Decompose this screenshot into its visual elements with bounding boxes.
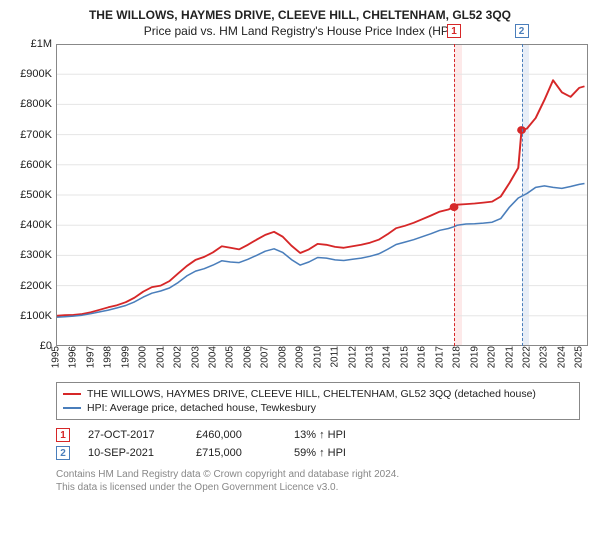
chart: £0£100K£200K£300K£400K£500K£600K£700K£80… <box>12 44 588 374</box>
annotation-date: 27-OCT-2017 <box>88 429 178 441</box>
x-tick-label: 1995 <box>51 346 62 368</box>
x-tick-label: 2007 <box>260 346 271 368</box>
y-tick-label: £500K <box>20 189 52 201</box>
sale-marker-line <box>522 44 523 346</box>
x-tick-label: 2012 <box>347 346 358 368</box>
x-tick-label: 2020 <box>487 346 498 368</box>
x-tick-label: 2001 <box>155 346 166 368</box>
legend-label: THE WILLOWS, HAYMES DRIVE, CLEEVE HILL, … <box>87 388 536 400</box>
footer-line-2: This data is licensed under the Open Gov… <box>56 481 580 494</box>
x-tick-label: 2011 <box>330 346 341 368</box>
annotation-price: £715,000 <box>196 447 276 459</box>
x-tick-label: 2025 <box>574 346 585 368</box>
annotation-date: 10-SEP-2021 <box>88 447 178 459</box>
y-tick-label: £100K <box>20 310 52 322</box>
plot-area: 12 <box>56 44 588 346</box>
x-tick-label: 2021 <box>504 346 515 368</box>
x-tick-label: 2004 <box>207 346 218 368</box>
legend-swatch <box>63 407 81 409</box>
plot-border <box>56 44 588 346</box>
annotation-row: 1 27-OCT-2017 £460,000 13% ↑ HPI <box>56 426 580 444</box>
footer-attribution: Contains HM Land Registry data © Crown c… <box>56 468 580 494</box>
x-tick-label: 2006 <box>242 346 253 368</box>
x-tick-label: 1997 <box>85 346 96 368</box>
x-tick-label: 2018 <box>452 346 463 368</box>
x-tick-label: 2010 <box>312 346 323 368</box>
legend-label: HPI: Average price, detached house, Tewk… <box>87 402 316 414</box>
x-tick-label: 2002 <box>173 346 184 368</box>
y-tick-label: £600K <box>20 159 52 171</box>
x-tick-label: 2003 <box>190 346 201 368</box>
sale-marker-line <box>454 44 455 346</box>
x-tick-label: 2000 <box>138 346 149 368</box>
x-tick-label: 2022 <box>521 346 532 368</box>
sale-marker-box: 1 <box>447 24 461 38</box>
x-tick-label: 2017 <box>434 346 445 368</box>
x-tick-label: 2005 <box>225 346 236 368</box>
y-axis: £0£100K£200K£300K£400K£500K£600K£700K£80… <box>12 44 56 346</box>
x-tick-label: 2014 <box>382 346 393 368</box>
annotation-hpi-diff: 13% ↑ HPI <box>294 429 384 441</box>
x-axis: 1995199619971998199920002001200220032004… <box>56 346 588 374</box>
x-tick-label: 2024 <box>556 346 567 368</box>
y-tick-label: £800K <box>20 98 52 110</box>
x-tick-label: 2023 <box>539 346 550 368</box>
legend-item: HPI: Average price, detached house, Tewk… <box>63 401 573 415</box>
y-tick-label: £400K <box>20 219 52 231</box>
y-tick-label: £200K <box>20 280 52 292</box>
x-tick-label: 2013 <box>364 346 375 368</box>
annotation-price: £460,000 <box>196 429 276 441</box>
legend: THE WILLOWS, HAYMES DRIVE, CLEEVE HILL, … <box>56 382 580 420</box>
annotation-hpi-diff: 59% ↑ HPI <box>294 447 384 459</box>
chart-subtitle: Price paid vs. HM Land Registry's House … <box>0 24 600 44</box>
legend-swatch <box>63 393 81 395</box>
annotation-table: 1 27-OCT-2017 £460,000 13% ↑ HPI 2 10-SEP-202… <box>56 426 580 462</box>
annotation-row: 2 10-SEP-2021 £715,000 59% ↑ HPI <box>56 444 580 462</box>
y-tick-label: £900K <box>20 68 52 80</box>
sale-marker-box: 2 <box>515 24 529 38</box>
annotation-marker: 2 <box>56 446 70 460</box>
x-tick-label: 2015 <box>399 346 410 368</box>
x-tick-label: 2009 <box>295 346 306 368</box>
x-tick-label: 2016 <box>417 346 428 368</box>
annotation-marker: 1 <box>56 428 70 442</box>
y-tick-label: £1M <box>31 38 52 50</box>
footer-line-1: Contains HM Land Registry data © Crown c… <box>56 468 580 481</box>
x-tick-label: 2008 <box>277 346 288 368</box>
chart-title: THE WILLOWS, HAYMES DRIVE, CLEEVE HILL, … <box>0 0 600 24</box>
x-tick-label: 1996 <box>68 346 79 368</box>
y-tick-label: £300K <box>20 249 52 261</box>
x-tick-label: 2019 <box>469 346 480 368</box>
x-tick-label: 1998 <box>103 346 114 368</box>
legend-item: THE WILLOWS, HAYMES DRIVE, CLEEVE HILL, … <box>63 387 573 401</box>
y-tick-label: £700K <box>20 129 52 141</box>
x-tick-label: 1999 <box>120 346 131 368</box>
